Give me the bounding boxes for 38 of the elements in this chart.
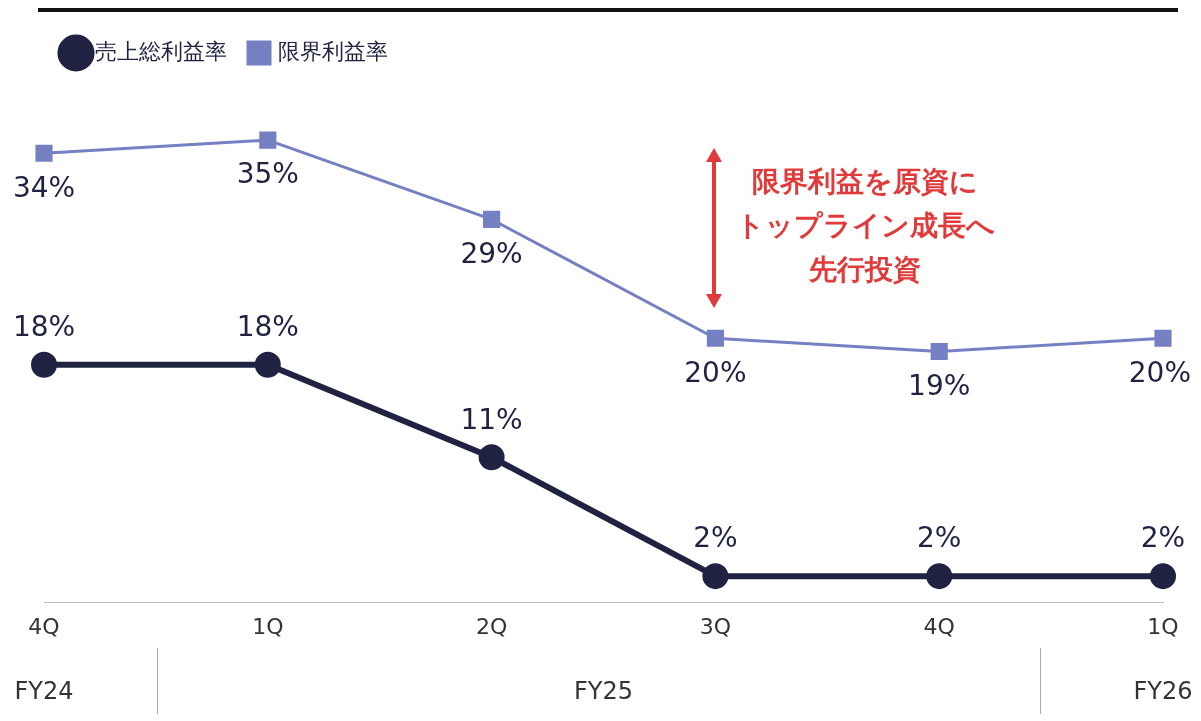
annotation: 先行投資: [808, 253, 922, 287]
legend-label: 限界利益率: [278, 38, 388, 64]
point: [930, 342, 948, 361]
point: [254, 351, 281, 378]
x-tick-label: 4Q: [28, 613, 60, 639]
point: [1154, 329, 1172, 347]
point: [702, 563, 729, 590]
point: [483, 210, 501, 228]
data-label: 2%: [1140, 521, 1186, 555]
text: FY25: [573, 677, 634, 706]
data-label: 2%: [693, 521, 738, 555]
data-label: 35%: [236, 157, 299, 191]
data-label: 11%: [460, 402, 523, 436]
legend-label: 売上総利益率: [95, 38, 227, 64]
data-label: 20%: [1128, 355, 1191, 389]
point: [478, 444, 505, 471]
data-label: 29%: [460, 236, 523, 270]
x-tick-label: 1Q: [252, 613, 284, 639]
data-label: 20%: [684, 355, 747, 389]
point: [259, 131, 277, 149]
point: [35, 144, 53, 162]
point: [31, 351, 57, 378]
point: [1150, 563, 1176, 590]
x-tick-label: 4Q: [923, 613, 955, 639]
x-tick-label: 1Q: [1147, 613, 1179, 639]
x-tick-label: 2Q: [475, 613, 508, 639]
data-label: 19%: [908, 368, 971, 402]
annotation: トップライン成長へ: [735, 209, 995, 243]
data-label: 34%: [12, 170, 76, 204]
text: FY24: [14, 677, 74, 706]
data-label: 18%: [12, 310, 76, 344]
point: [926, 563, 953, 590]
x-tick-label: 3Q: [699, 613, 732, 639]
data-label: 2%: [916, 521, 962, 555]
text: FY26: [1133, 677, 1193, 706]
annotation: 限界利益を原資に: [752, 165, 979, 199]
data-label: 18%: [236, 310, 299, 344]
point: [706, 329, 724, 347]
